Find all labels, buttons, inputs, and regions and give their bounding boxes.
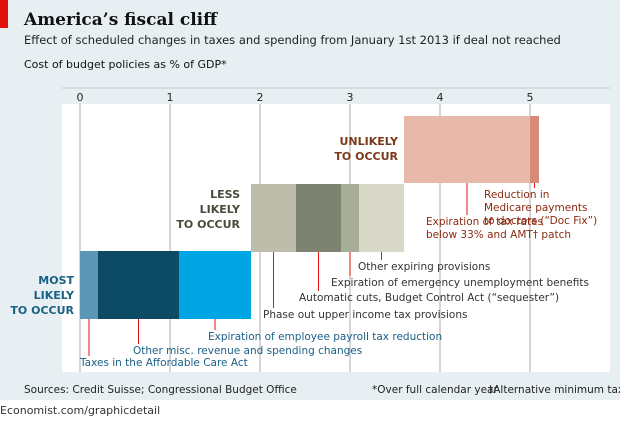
tick-label: 5	[527, 91, 534, 104]
segment-label: Expiration of employee payroll tax reduc…	[208, 331, 442, 343]
footnote-amt: †Alternative minimum tax	[488, 384, 620, 396]
bar-segment	[296, 184, 341, 252]
footnote-calendar-year: *Over full calendar year	[372, 384, 498, 396]
bar-segment	[359, 184, 404, 252]
tick-label: 1	[167, 91, 174, 104]
segment-label: Expiration of tax rates	[426, 216, 543, 228]
site-credit: Economist.com/graphicdetail	[0, 404, 161, 417]
fiscal-cliff-chart: 0 1 2 3 4 5 MOST LIKELY TO OCCUR Taxes in the Aff…	[10, 87, 610, 372]
bar-segment	[530, 116, 539, 183]
bar-segment	[341, 184, 359, 252]
group-label: TO OCCUR	[10, 304, 74, 317]
segment-label: Expiration of emergency unemployment ben…	[331, 277, 589, 289]
segment-label: Automatic cuts, Budget Control Act (“seq…	[299, 292, 559, 304]
tick-label: 4	[437, 91, 444, 104]
bar-segment	[404, 116, 530, 183]
bar-segment	[98, 251, 179, 319]
segment-label: below 33% and AMT† patch	[426, 229, 571, 241]
segment-label: Reduction in	[484, 189, 549, 201]
unit-label: Cost of budget policies as % of GDP*	[24, 58, 227, 71]
tick-label: 0	[77, 91, 84, 104]
segment-label: Phase out upper income tax provisions	[263, 309, 467, 321]
tick-label: 2	[257, 91, 264, 104]
group-label: LIKELY	[200, 203, 241, 216]
chart-subtitle: Effect of scheduled changes in taxes and…	[24, 33, 561, 47]
bar-segment	[251, 184, 296, 252]
brand-red-tab	[0, 0, 8, 28]
group-label: LIKELY	[34, 289, 75, 302]
segment-label: Other misc. revenue and spending changes	[133, 345, 362, 357]
group-label: TO OCCUR	[176, 218, 240, 231]
group-label: TO OCCUR	[334, 150, 398, 163]
segment-label: Medicare payments	[484, 202, 587, 214]
bar-segment	[80, 251, 98, 319]
tick-label: 3	[347, 91, 354, 104]
segment-label: to doctors (“Doc Fix”)	[484, 215, 597, 227]
segment-label: Taxes in the Affordable Care Act	[79, 357, 248, 369]
group-label: UNLIKELY	[339, 135, 399, 148]
group-label: MOST	[38, 274, 74, 287]
segment-label: Other expiring provisions	[358, 261, 490, 273]
chart-title: America’s fiscal cliff	[24, 10, 218, 30]
group-label: LESS	[210, 188, 240, 201]
bar-segment	[179, 251, 251, 319]
sources-note: Sources: Credit Suisse; Congressional Bu…	[24, 384, 297, 396]
